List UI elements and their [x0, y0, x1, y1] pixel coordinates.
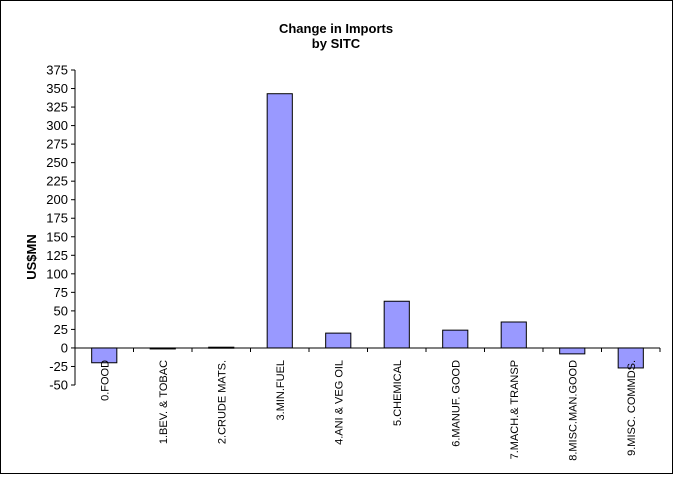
chart-title: Change in Imports [279, 21, 393, 36]
x-axis: 0.FOOD 1.BEV. & TOBAC 2.CRUDE MATS. 3.MIN.F… [74, 347, 661, 461]
y-tick-label: 375 [46, 63, 68, 78]
x-tick-label: 4.ANI & VEG OIL [333, 360, 345, 445]
x-tick-label: 2.CRUDE MATS. [216, 360, 228, 444]
x-tick-label: 6.MANUF. GOOD [450, 360, 462, 447]
y-axis-label: US$MN [24, 234, 39, 280]
y-tick-label: 100 [46, 266, 68, 281]
y-tick-label: 150 [46, 229, 68, 244]
y-tick-label: 300 [46, 118, 68, 133]
y-tick-label: 200 [46, 192, 68, 207]
y-tick-label: 125 [46, 248, 68, 263]
x-tick-label: 7.MACH.& TRANSP [509, 360, 521, 459]
y-tick-label: 50 [54, 303, 68, 318]
y-tick-label: 350 [46, 81, 68, 96]
y-axis: 3753503253002752502252001751501251007550… [46, 63, 76, 393]
y-tick-label: 325 [46, 100, 68, 115]
y-tick-label: -50 [49, 378, 68, 393]
x-tick-label: 1.BEV. & TOBAC [158, 360, 170, 444]
y-tick-label: 250 [46, 155, 68, 170]
bar-6 [442, 329, 469, 349]
y-tick-label: -25 [49, 359, 68, 374]
bar-4 [325, 332, 352, 349]
bar-5 [383, 300, 410, 349]
x-tick-label: 8.MISC.MAN.GOOD [567, 360, 579, 461]
bars [91, 93, 644, 369]
x-tick-label: 3.MIN.FUEL [275, 360, 287, 421]
bar-3 [266, 93, 293, 349]
y-tick-label: 275 [46, 137, 68, 152]
y-tick-label: 175 [46, 211, 68, 226]
bar-7 [500, 321, 527, 349]
x-tick-label: 9.MISC. COMMDS. [626, 360, 638, 456]
chart-subtitle: by SITC [312, 36, 361, 51]
y-tick-label: 25 [54, 322, 68, 337]
y-tick-label: 225 [46, 174, 68, 189]
y-tick-label: 75 [54, 285, 68, 300]
bar-8 [559, 347, 586, 355]
x-tick-label: 0.FOOD [99, 360, 111, 401]
y-tick-label: 0 [61, 340, 68, 355]
x-tick-label: 5.CHEMICAL [392, 360, 404, 426]
